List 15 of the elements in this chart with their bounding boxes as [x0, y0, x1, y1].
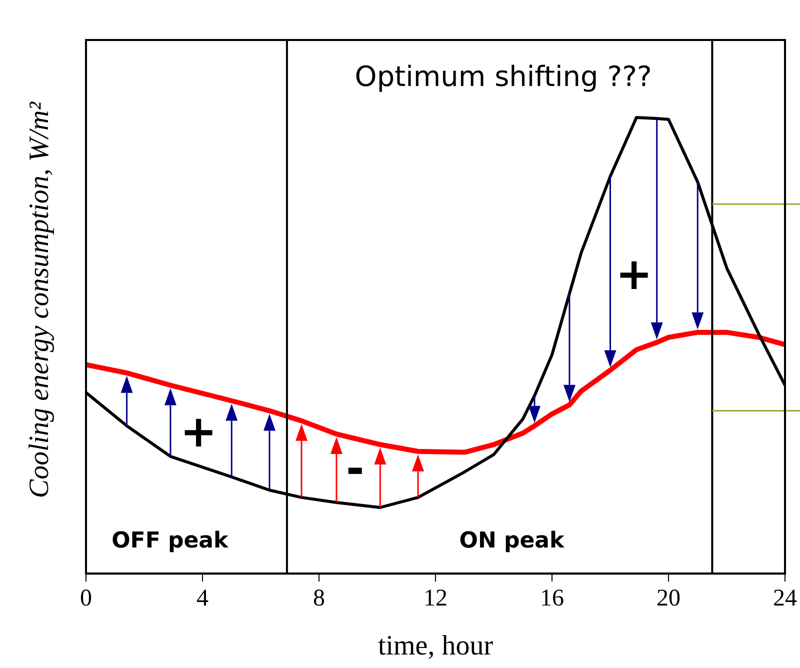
annotation: + — [616, 248, 652, 300]
x-tick-label: 20 — [656, 585, 680, 612]
x-tick-label: 12 — [424, 585, 448, 612]
x-tick-label: 4 — [196, 585, 208, 612]
text: Optimum shifting ??? — [354, 60, 652, 94]
y-axis-title: Cooling energy consumption, W/m² — [24, 102, 56, 498]
annotation: OFF peak — [112, 528, 230, 554]
x-tick-label: 16 — [540, 585, 564, 612]
x-tick-label: 8 — [313, 585, 325, 612]
annotation: + — [180, 406, 217, 458]
annotation: - — [346, 444, 364, 495]
x-tick-label: 0 — [80, 585, 92, 612]
x-tick-label: 24 — [773, 585, 797, 612]
x-axis-title: time, hour — [378, 630, 494, 662]
annotation: ON peak — [459, 528, 566, 554]
